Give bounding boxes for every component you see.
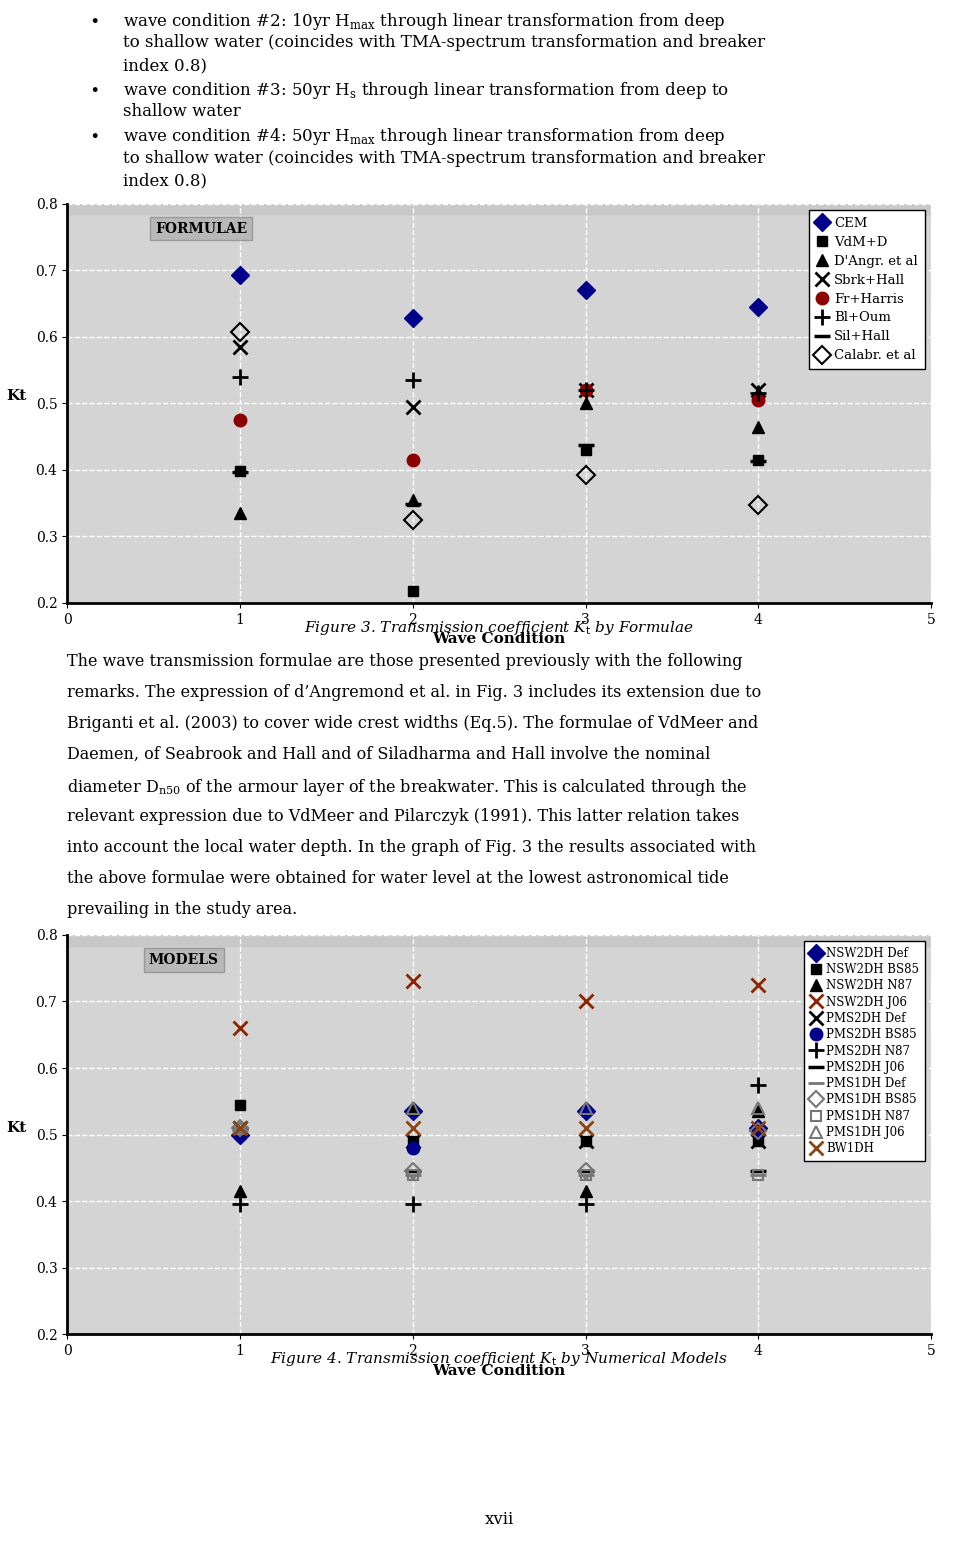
- Text: xvii: xvii: [485, 1511, 514, 1527]
- Text: $\bullet$: $\bullet$: [88, 127, 99, 144]
- Text: The wave transmission formulae are those presented previously with the following: The wave transmission formulae are those…: [67, 653, 743, 670]
- Legend: CEM, VdM+D, D'Angr. et al, Sbrk+Hall, Fr+Harris, Bl+Oum, Sil+Hall, Calabr. et al: CEM, VdM+D, D'Angr. et al, Sbrk+Hall, Fr…: [809, 210, 924, 370]
- Text: remarks. The expression of d’Angremond et al. in Fig. 3 includes its extension d: remarks. The expression of d’Angremond e…: [67, 684, 761, 702]
- Text: to shallow water (coincides with TMA-spectrum transformation and breaker: to shallow water (coincides with TMA-spe…: [123, 34, 765, 52]
- Text: diameter D$_{\mathregular{n50}}$ of the armour layer of the breakwater. This is : diameter D$_{\mathregular{n50}}$ of the …: [67, 777, 748, 799]
- Text: wave condition #4: 50yr H$_{\mathregular{max}}$ through linear transformation fr: wave condition #4: 50yr H$_{\mathregular…: [123, 127, 726, 147]
- Text: shallow water: shallow water: [123, 103, 241, 121]
- Text: the above formulae were obtained for water level at the lowest astronomical tide: the above formulae were obtained for wat…: [67, 869, 729, 886]
- Text: Daemen, of Seabrook and Hall and of Siladharma and Hall involve the nominal: Daemen, of Seabrook and Hall and of Sila…: [67, 745, 710, 763]
- X-axis label: Wave Condition: Wave Condition: [433, 1364, 565, 1378]
- Text: relevant expression due to VdMeer and Pilarczyk (1991). This latter relation tak: relevant expression due to VdMeer and Pi…: [67, 808, 739, 825]
- Text: Figure 3. Transmission coefficient K$_{\mathrm{t}}$ by Formulae: Figure 3. Transmission coefficient K$_{\…: [304, 619, 694, 637]
- Text: MODELS: MODELS: [149, 952, 219, 966]
- Text: $\bullet$: $\bullet$: [88, 11, 99, 28]
- Legend: NSW2DH Def, NSW2DH BS85, NSW2DH N87, NSW2DH J06, PMS2DH Def, PMS2DH BS85, PMS2DH: NSW2DH Def, NSW2DH BS85, NSW2DH N87, NSW…: [804, 941, 925, 1162]
- Text: index 0.8): index 0.8): [123, 56, 207, 74]
- Text: FORMULAE: FORMULAE: [156, 221, 247, 235]
- Bar: [67, 204, 931, 215]
- Text: into account the local water depth. In the graph of Fig. 3 the results associate: into account the local water depth. In t…: [67, 839, 756, 857]
- Text: wave condition #2: 10yr H$_{\mathregular{max}}$ through linear transformation fr: wave condition #2: 10yr H$_{\mathregular…: [123, 11, 726, 31]
- Text: to shallow water (coincides with TMA-spectrum transformation and breaker: to shallow water (coincides with TMA-spe…: [123, 149, 765, 166]
- Text: prevailing in the study area.: prevailing in the study area.: [67, 900, 298, 918]
- Y-axis label: Kt: Kt: [6, 1121, 26, 1134]
- Text: index 0.8): index 0.8): [123, 172, 207, 189]
- Bar: [67, 935, 931, 946]
- X-axis label: Wave Condition: Wave Condition: [433, 633, 565, 647]
- Y-axis label: Kt: Kt: [6, 390, 26, 402]
- Text: Figure 4. Transmission coefficient K$_{\mathrm{t}}$ by Numerical Models: Figure 4. Transmission coefficient K$_{\…: [270, 1350, 729, 1369]
- Text: Briganti et al. (2003) to cover wide crest widths (Eq.5). The formulae of VdMeer: Briganti et al. (2003) to cover wide cre…: [67, 716, 758, 731]
- Text: wave condition #3: 50yr H$_{\mathregular{s}}$ through linear transformation from: wave condition #3: 50yr H$_{\mathregular…: [123, 80, 730, 102]
- Text: $\bullet$: $\bullet$: [88, 80, 99, 97]
